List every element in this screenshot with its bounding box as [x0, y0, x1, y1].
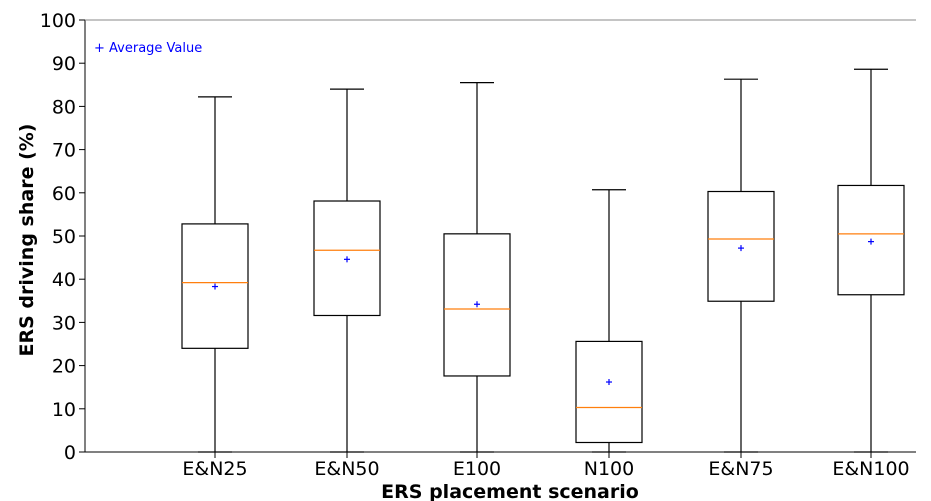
x-tick-label: E&N75: [708, 458, 773, 480]
mean-marker: [474, 301, 480, 308]
mean-marker: [344, 256, 350, 263]
box-iqr: [707, 190, 775, 302]
box-iqr: [575, 340, 643, 444]
mean-marker: [868, 238, 874, 245]
x-tick-label: E&N100: [832, 458, 909, 480]
x-tick-label: N100: [584, 458, 634, 480]
box-iqr: [443, 233, 511, 377]
box-group: [707, 78, 775, 453]
y-tick-label: 50: [52, 226, 76, 248]
box-group: [181, 96, 249, 453]
y-tick-label: 70: [52, 140, 76, 162]
y-tick-label: 60: [52, 183, 76, 205]
box-group: [837, 68, 905, 453]
box-group: [443, 82, 511, 453]
y-tick-label: 100: [40, 10, 76, 32]
box-iqr: [181, 223, 249, 349]
x-tick-label: E100: [453, 458, 501, 480]
box-group: [313, 88, 381, 453]
plot-area: [181, 68, 905, 453]
mean-marker: [738, 245, 744, 252]
y-tick-label: 80: [52, 96, 76, 118]
y-tick-label: 90: [52, 53, 76, 75]
average-value-legend: + Average Value: [94, 41, 202, 56]
x-tick-label: E&N50: [314, 458, 379, 480]
mean-marker: [606, 379, 612, 386]
y-tick-label: 20: [52, 356, 76, 378]
x-tick-label: E&N25: [182, 458, 247, 480]
y-tick-label: 30: [52, 312, 76, 334]
box-iqr: [313, 200, 381, 317]
box-group: [575, 189, 643, 453]
y-tick-label: 40: [52, 269, 76, 291]
y-tick-label: 10: [52, 399, 76, 421]
mean-marker: [212, 283, 218, 290]
axes: 0 10 20 30 40 50 60 70 80 90 100 E&N25 E&N50 E100 N100…: [40, 10, 916, 480]
x-axis-title: ERS placement scenario: [381, 481, 639, 501]
y-axis-title: ERS driving share (%): [16, 124, 38, 357]
box-iqr: [837, 184, 905, 296]
y-tick-label: 0: [64, 442, 76, 464]
